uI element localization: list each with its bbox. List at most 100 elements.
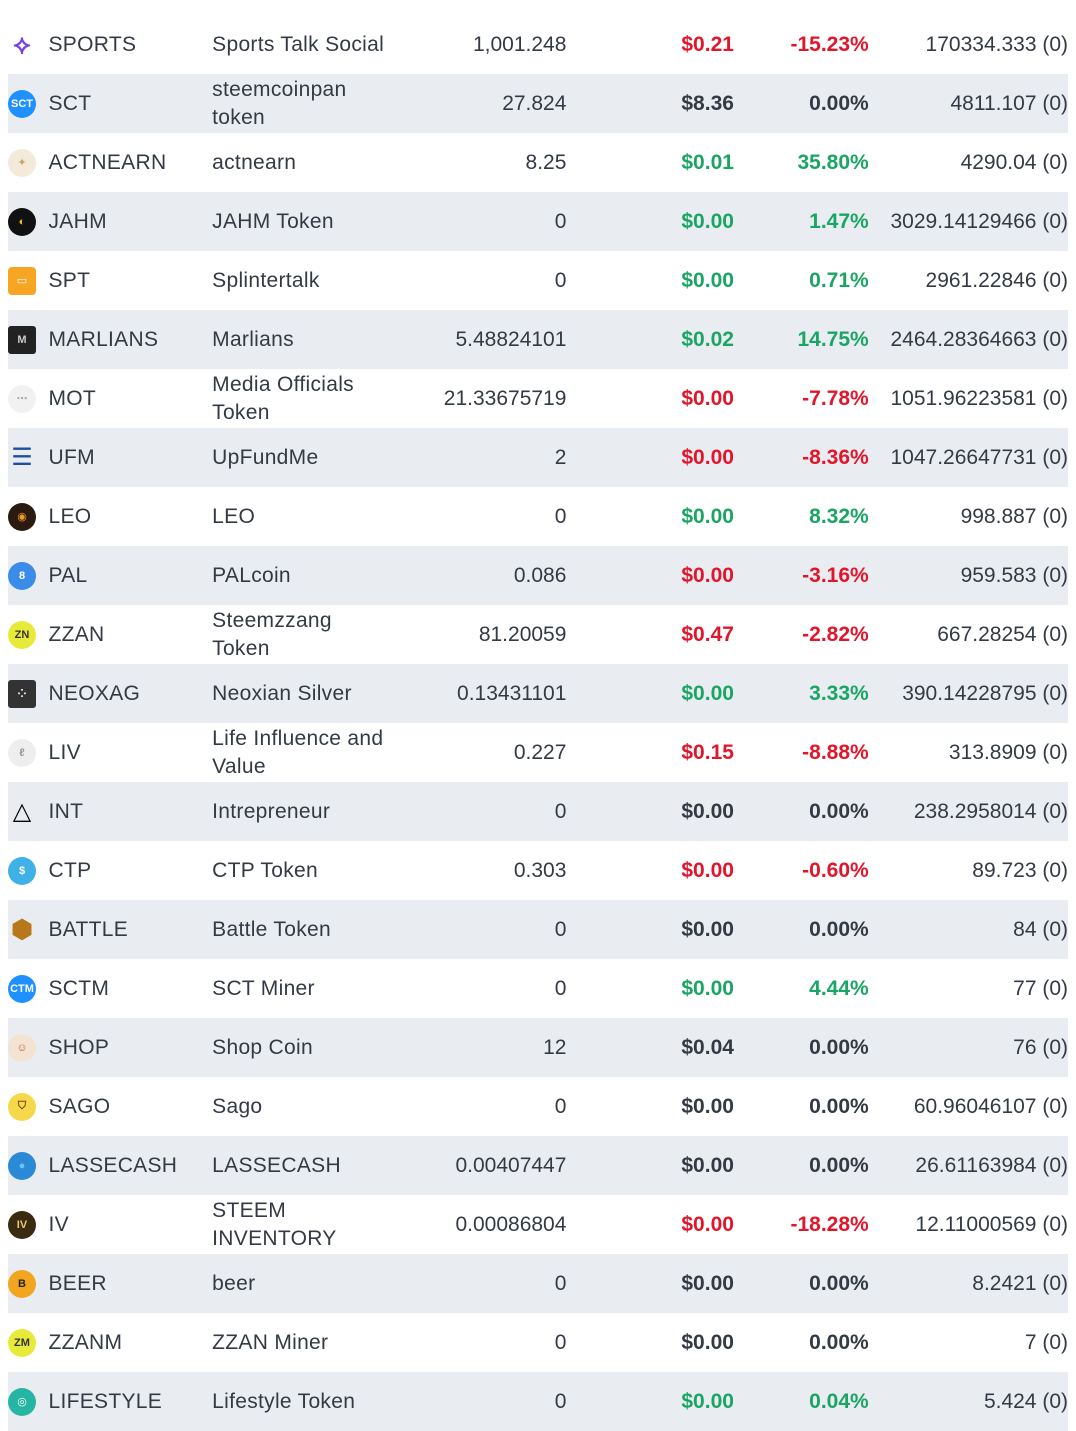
token-symbol: JAHM [48,209,107,233]
table-row[interactable]: ☺ SHOP Shop Coin 12 $0.04 0.00% 76 (0) [8,1018,1068,1077]
table-row[interactable]: ⬢ BATTLE Battle Token 0 $0.00 0.00% 84 (0) [8,900,1068,959]
token-symbol: BEER [48,1271,107,1295]
table-row[interactable]: IV IV STEEM INVENTORY 0.00086804 $0.00 -18.28… [8,1195,1068,1254]
token-table: ⟡ SPORTS Sports Talk Social 1,001.248 $0.21 -… [8,15,1068,1431]
token-volume: 998.887 (0) [960,504,1068,528]
actnearn-icon: ✦ [8,148,36,177]
token-volume: 667.28254 (0) [937,622,1068,646]
sctm-icon: CTM [8,974,36,1003]
token-balance: 2 [554,445,567,469]
token-price: $0.00 [681,268,734,292]
token-balance: 27.824 [502,91,567,115]
token-price: $0.00 [681,1389,734,1413]
token-symbol: ZZAN [48,622,105,646]
token-change: -15.23% [790,32,869,56]
token-icon-cell: ◉ [8,487,47,546]
table-row[interactable]: 8 PAL PALcoin 0.086 $0.00 -3.16% 959.583 (0) [8,546,1068,605]
token-change: 0.00% [809,1094,869,1118]
table-row[interactable]: SCT SCT steemcoinpan token 27.824 $8.36 0.00%… [8,74,1068,133]
table-row[interactable]: △ INT Intrepreneur 0 $0.00 0.00% 238.2958014 (… [8,782,1068,841]
token-volume: 2961.22846 (0) [925,268,1068,292]
table-row[interactable]: ZN ZZAN Steemzzang Token 81.20059 $0.47 -2.82… [8,605,1068,664]
token-change: 0.00% [809,1153,869,1177]
token-symbol: INT [48,799,84,823]
battle-icon: ⬢ [10,914,34,944]
table-row[interactable]: $ CTP CTP Token 0.303 $0.00 -0.60% 89.723 (0) [8,841,1068,900]
table-row[interactable]: B BEER beer 0 $0.00 0.00% 8.2421 (0) [8,1254,1068,1313]
token-icon-cell: ▭ [8,251,47,310]
token-name: beer [212,1271,256,1295]
token-change: 0.00% [809,1330,869,1354]
shop-icon: ☺ [8,1033,36,1062]
table-row[interactable]: M MARLIANS Marlians 5.48824101 $0.02 14.75% 24… [8,310,1068,369]
token-change: 4.44% [809,976,869,1000]
token-symbol: MARLIANS [48,327,159,351]
table-row[interactable]: ▭ SPT Splintertalk 0 $0.00 0.71% 2961.22846 (0… [8,251,1068,310]
token-icon-cell: ⟡ [8,15,47,74]
token-price: $8.36 [681,91,734,115]
mot-icon: ⋯ [8,384,36,413]
token-balance: 0 [554,1271,567,1295]
table-row[interactable]: ⁘ NEOXAG Neoxian Silver 0.13431101 $0.00 3.33… [8,664,1068,723]
table-row[interactable]: ⋯ MOT Media Officials Token 21.33675719 $0.0… [8,369,1068,428]
token-volume: 3029.14129466 (0) [890,209,1069,233]
token-change: 8.32% [809,504,869,528]
table-row[interactable]: CTM SCTM SCT Miner 0 $0.00 4.44% 77 (0) [8,959,1068,1018]
lifestyle-icon: ◎ [8,1387,36,1416]
token-icon-cell: CTM [8,959,47,1018]
token-change: -8.88% [802,740,869,764]
liv-icon: ℓ [8,738,36,767]
token-change: 0.00% [809,917,869,941]
token-icon-cell: ◎ [8,1372,47,1431]
token-volume: 77 (0) [1013,976,1068,1000]
table-row[interactable]: ◉ LEO LEO 0 $0.00 8.32% 998.887 (0) [8,487,1068,546]
token-volume: 390.14228795 (0) [902,681,1068,705]
token-balance: 0.303 [513,858,567,882]
token-volume: 170334.333 (0) [925,32,1068,56]
token-icon-cell: SCT [8,74,47,133]
token-name: Neoxian Silver [212,681,352,705]
table-row[interactable]: ⛉ SAGO Sago 0 $0.00 0.00% 60.96046107 (0) [8,1077,1068,1136]
token-price: $0.00 [681,1094,734,1118]
token-change: 0.04% [809,1389,869,1413]
table-row[interactable]: ZM ZZANM ZZAN Miner 0 $0.00 0.00% 7 (0) [8,1313,1068,1372]
token-volume: 26.61163984 (0) [915,1153,1068,1177]
token-symbol: LIFESTYLE [48,1389,163,1413]
marlians-icon: M [8,325,36,354]
token-name: Marlians [212,327,294,351]
token-symbol: SCTM [48,976,110,1000]
token-price: $0.01 [681,150,734,174]
token-name: LEO [212,504,256,528]
token-symbol: SCT [48,91,92,115]
token-price: $0.00 [681,209,734,233]
token-price: $0.02 [681,327,734,351]
token-icon-cell: ● [8,1136,47,1195]
table-row[interactable]: ✦ ACTNEARN actnearn 8.25 $0.01 35.80% 4290.04 … [8,133,1068,192]
token-change: 3.33% [809,681,869,705]
token-change: 0.71% [809,268,869,292]
token-volume: 313.8909 (0) [948,740,1068,764]
token-symbol: LEO [48,504,92,528]
token-balance: 0 [554,1389,567,1413]
table-row[interactable]: ℓ LIV Life Influence and Value 0.227 $0.15 -8… [8,723,1068,782]
token-balance: 0 [554,976,567,1000]
jahm-icon: ◐ [8,207,36,236]
token-name: Shop Coin [212,1035,313,1059]
table-row[interactable]: ◐ JAHM JAHM Token 0 $0.00 1.47% 3029.14129466 … [8,192,1068,251]
token-balance: 0 [554,1330,567,1354]
token-price: $0.00 [681,1330,734,1354]
table-row[interactable]: ● LASSECASH LASSECASH 0.00407447 $0.00 0.00% 2… [8,1136,1068,1195]
token-symbol: ACTNEARN [48,150,167,174]
neoxag-icon: ⁘ [8,679,36,708]
token-name: Sports Talk Social [212,32,385,56]
token-icon-cell: ZM [8,1313,47,1372]
table-row[interactable]: ⟡ SPORTS Sports Talk Social 1,001.248 $0.21 -… [8,15,1068,74]
token-price: $0.00 [681,917,734,941]
token-change: 1.47% [809,209,869,233]
token-balance: 0 [554,268,567,292]
leo-icon: ◉ [8,502,36,531]
table-row[interactable]: ☰ UFM UpFundMe 2 $0.00 -8.36% 1047.26647731 (0… [8,428,1068,487]
token-icon-cell: ⬢ [8,900,47,959]
token-symbol: PAL [48,563,88,587]
table-row[interactable]: ◎ LIFESTYLE Lifestyle Token 0 $0.00 0.04% 5.42… [8,1372,1068,1431]
